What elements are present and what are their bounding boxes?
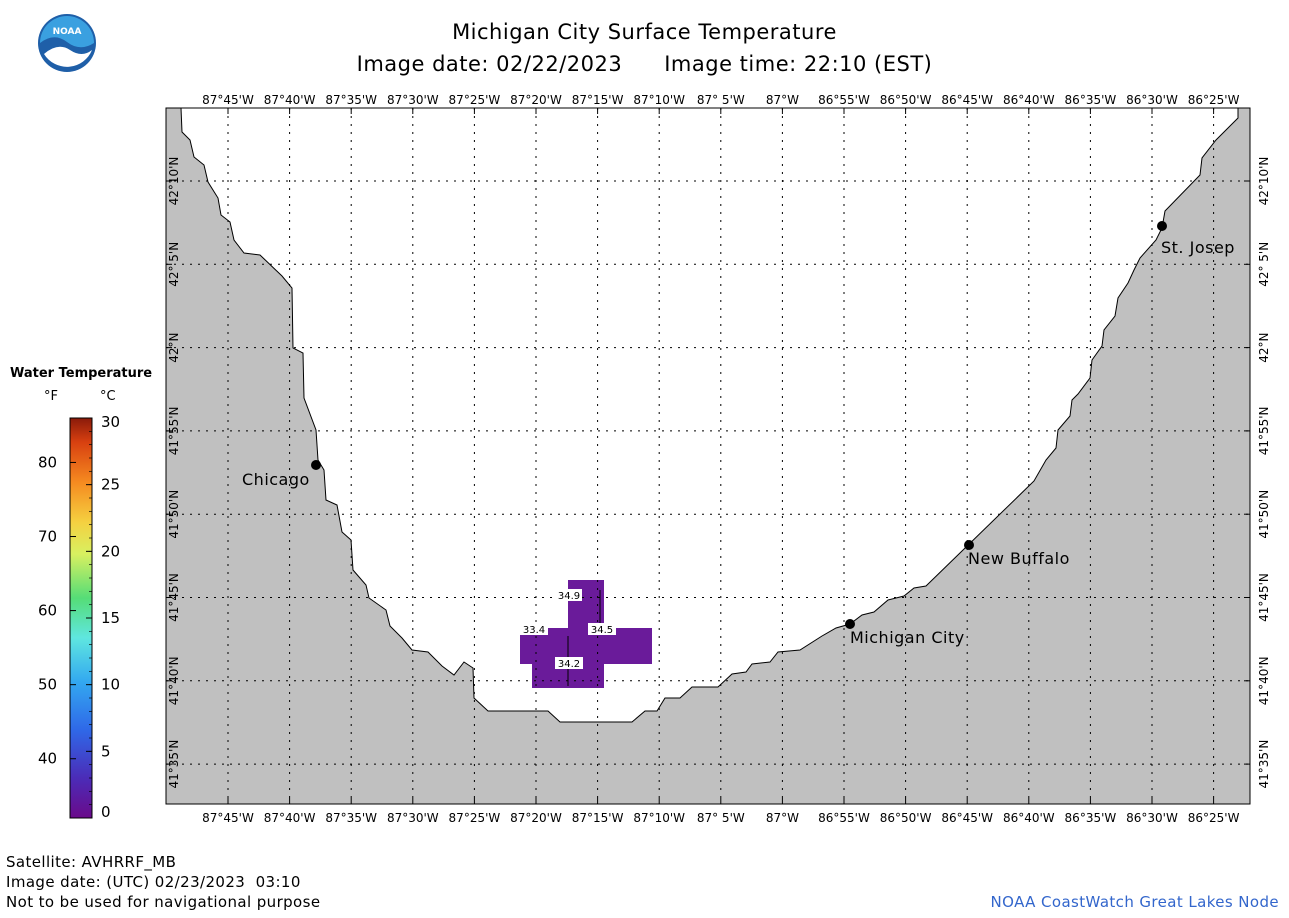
latitude-labels-right: 42°10'N 42° 5'N 42°N 41°55'N 41°50'N 41°45'N 4…	[1257, 157, 1271, 789]
image-time: Image time: 22:10 (EST)	[664, 52, 933, 76]
longitude-labels-bottom: 87°45'W 87°40'W 87°35'W 87°30'W 87°25'W 87°20…	[202, 811, 1239, 825]
longitude-label: 87° 5'W	[697, 93, 745, 107]
satellite-info: Satellite: AVHRRF_MB	[6, 853, 177, 871]
longitude-label: 86°25'W	[1188, 811, 1240, 825]
longitude-label: 87°40'W	[264, 811, 316, 825]
longitude-label: 86°30'W	[1126, 93, 1178, 107]
longitude-label: 86°35'W	[1065, 93, 1117, 107]
latitude-label: 42°10'N	[167, 157, 181, 206]
city-marker-michigan-city[interactable]	[845, 619, 855, 629]
longitude-label: 87°10'W	[633, 811, 685, 825]
latitude-label: 41°40'N	[167, 656, 181, 705]
latitude-label: 41°55'N	[167, 406, 181, 455]
longitude-label: 87°10'W	[633, 93, 685, 107]
legend-title: Water Temperature	[10, 366, 153, 381]
map-title: Michigan City Surface Temperature	[452, 20, 837, 44]
map-frame	[165, 107, 1251, 805]
longitude-label: 86°30'W	[1126, 811, 1178, 825]
latitude-label: 41°45'N	[167, 573, 181, 622]
legend-unit-f: °F	[44, 389, 58, 404]
colorbar-c-label: 10	[101, 676, 120, 694]
city-label-st-joseph[interactable]: St. Josep	[1161, 238, 1235, 257]
navigation-disclaimer: Not to be used for navigational purpose	[6, 893, 321, 911]
latitude-label: 41°50'N	[167, 490, 181, 539]
longitude-label: 86°25'W	[1188, 93, 1240, 107]
longitude-label: 86°40'W	[1003, 811, 1055, 825]
longitude-label: 86°55'W	[818, 93, 870, 107]
colorbar-c-label: 25	[101, 476, 120, 494]
image-datetime: Image date: 02/22/2023 Image time: 22:10 …	[0, 52, 1289, 76]
colorbar-f-label: 70	[38, 528, 57, 546]
longitude-label: 86°55'W	[818, 811, 870, 825]
longitude-label: 87° 5'W	[697, 811, 745, 825]
latitude-label: 41°35'N	[167, 740, 181, 789]
sst-labels: 34.9 33.4 34.5 34.2	[520, 589, 616, 670]
latitude-label: 41°50'N	[1257, 490, 1271, 539]
longitude-label: 87°35'W	[325, 811, 377, 825]
longitude-labels-top: 87°45'W 87°40'W 87°35'W 87°30'W 87°25'W 87°20…	[202, 93, 1239, 107]
longitude-label: 87°20'W	[510, 811, 562, 825]
sst-label: 34.2	[558, 659, 580, 670]
city-marker-chicago[interactable]	[311, 460, 321, 470]
city-label-new-buffalo[interactable]: New Buffalo	[968, 549, 1070, 568]
colorbar-c-label: 30	[101, 413, 120, 431]
city-label-chicago[interactable]: Chicago	[242, 470, 310, 489]
longitude-label: 87°40'W	[264, 93, 316, 107]
image-date: Image date: 02/22/2023	[356, 52, 623, 76]
colorbar-f-label: 50	[38, 676, 57, 694]
credit-link[interactable]: NOAA CoastWatch Great Lakes Node	[990, 893, 1279, 911]
land-west	[165, 107, 1251, 805]
colorbar-f-label: 60	[38, 602, 57, 620]
longitude-label: 86°45'W	[941, 811, 993, 825]
colorbar-c-label: 5	[101, 742, 111, 760]
longitude-label: 87°W	[766, 811, 799, 825]
colorbar-f-label: 80	[38, 453, 57, 471]
longitude-label: 87°25'W	[449, 811, 501, 825]
latitude-label: 41°35'N	[1257, 740, 1271, 789]
longitude-label: 87°45'W	[202, 93, 254, 107]
sst-label: 33.4	[523, 625, 545, 636]
longitude-label: 86°40'W	[1003, 93, 1055, 107]
colorbar-c-label: 0	[101, 803, 111, 821]
colorbar-c-label: 20	[101, 542, 120, 560]
latitude-label: 42°N	[1257, 332, 1271, 362]
longitude-label: 87°30'W	[387, 93, 439, 107]
longitude-label: 87°35'W	[325, 93, 377, 107]
latitude-label: 41°45'N	[1257, 573, 1271, 622]
noaa-logo-icon: NOAA	[37, 13, 97, 73]
longitude-label: 87°15'W	[572, 93, 624, 107]
latitude-label: 41°40'N	[1257, 656, 1271, 705]
latitude-label: 42° 5'N	[167, 242, 181, 287]
colorbar-c-label: 15	[101, 609, 120, 627]
latitude-label: 42° 5'N	[1257, 242, 1271, 287]
city-label-michigan-city[interactable]: Michigan City	[850, 628, 965, 647]
longitude-label: 87°25'W	[449, 93, 501, 107]
longitude-label: 86°50'W	[880, 811, 932, 825]
longitude-label: 86°45'W	[941, 93, 993, 107]
city-marker-new-buffalo[interactable]	[964, 540, 974, 550]
longitude-label: 87°30'W	[387, 811, 439, 825]
legend-unit-c: °C	[100, 389, 116, 404]
longitude-label: 86°50'W	[880, 93, 932, 107]
logo-text: NOAA	[53, 27, 82, 37]
city-marker-st-joseph[interactable]	[1157, 221, 1167, 231]
longitude-label: 87°15'W	[572, 811, 624, 825]
latitude-labels-left: 42°10'N 42° 5'N 42°N 41°55'N 41°50'N 41°45'N 4…	[167, 157, 181, 789]
colorbar-f-label: 40	[38, 750, 57, 768]
longitude-label: 87°45'W	[202, 811, 254, 825]
longitude-label: 87°W	[766, 93, 799, 107]
sst-label: 34.9	[558, 591, 580, 602]
longitude-label: 86°35'W	[1065, 811, 1117, 825]
latitude-label: 41°55'N	[1257, 406, 1271, 455]
longitude-label: 87°20'W	[510, 93, 562, 107]
sst-label: 34.5	[591, 625, 613, 636]
latitude-label: 42°N	[167, 332, 181, 362]
utc-image-date: Image date: (UTC) 02/23/2023 03:10	[6, 873, 301, 891]
graticule	[166, 108, 1250, 804]
latitude-label: 42°10'N	[1257, 157, 1271, 206]
